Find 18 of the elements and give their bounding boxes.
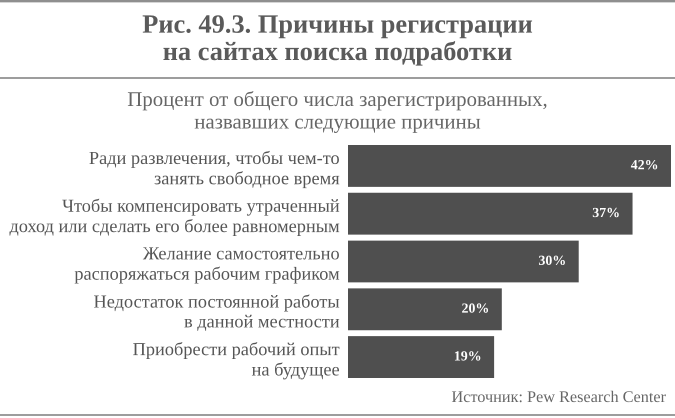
bar [348, 240, 579, 282]
y-tick-label: Ради развлечения, чтобы чем-то занять свободное время [89, 150, 340, 188]
text: Источник: Pew Research Center [452, 390, 666, 402]
data-label: 37% [592, 208, 619, 218]
data-label: 19% [454, 351, 480, 361]
data-label: 20% [462, 303, 488, 313]
bar [348, 288, 502, 330]
bar [348, 336, 494, 378]
y-tick-label: Приобрести рабочий опыт на будущее [133, 342, 340, 380]
chart-subtitle: Процент от общего числа зарегистрированных, назвавших следующие причины [128, 91, 546, 133]
bar [348, 192, 633, 235]
data-label: 42% [630, 160, 658, 170]
y-tick-label: Желание самостоятельно распоряжаться рабочим графиком [74, 247, 340, 284]
y-tick-label: Чтобы компенсировать утраченный доход или сделать его более равномерным [9, 198, 340, 236]
y-tick-label: Недостаток постоянной работы в данной местности [94, 294, 340, 331]
chart-title: Рис. 49.3. Причины регистрации на сайтах поиска подработки [142, 15, 532, 66]
data-label: 30% [538, 256, 565, 266]
bar [348, 144, 671, 187]
